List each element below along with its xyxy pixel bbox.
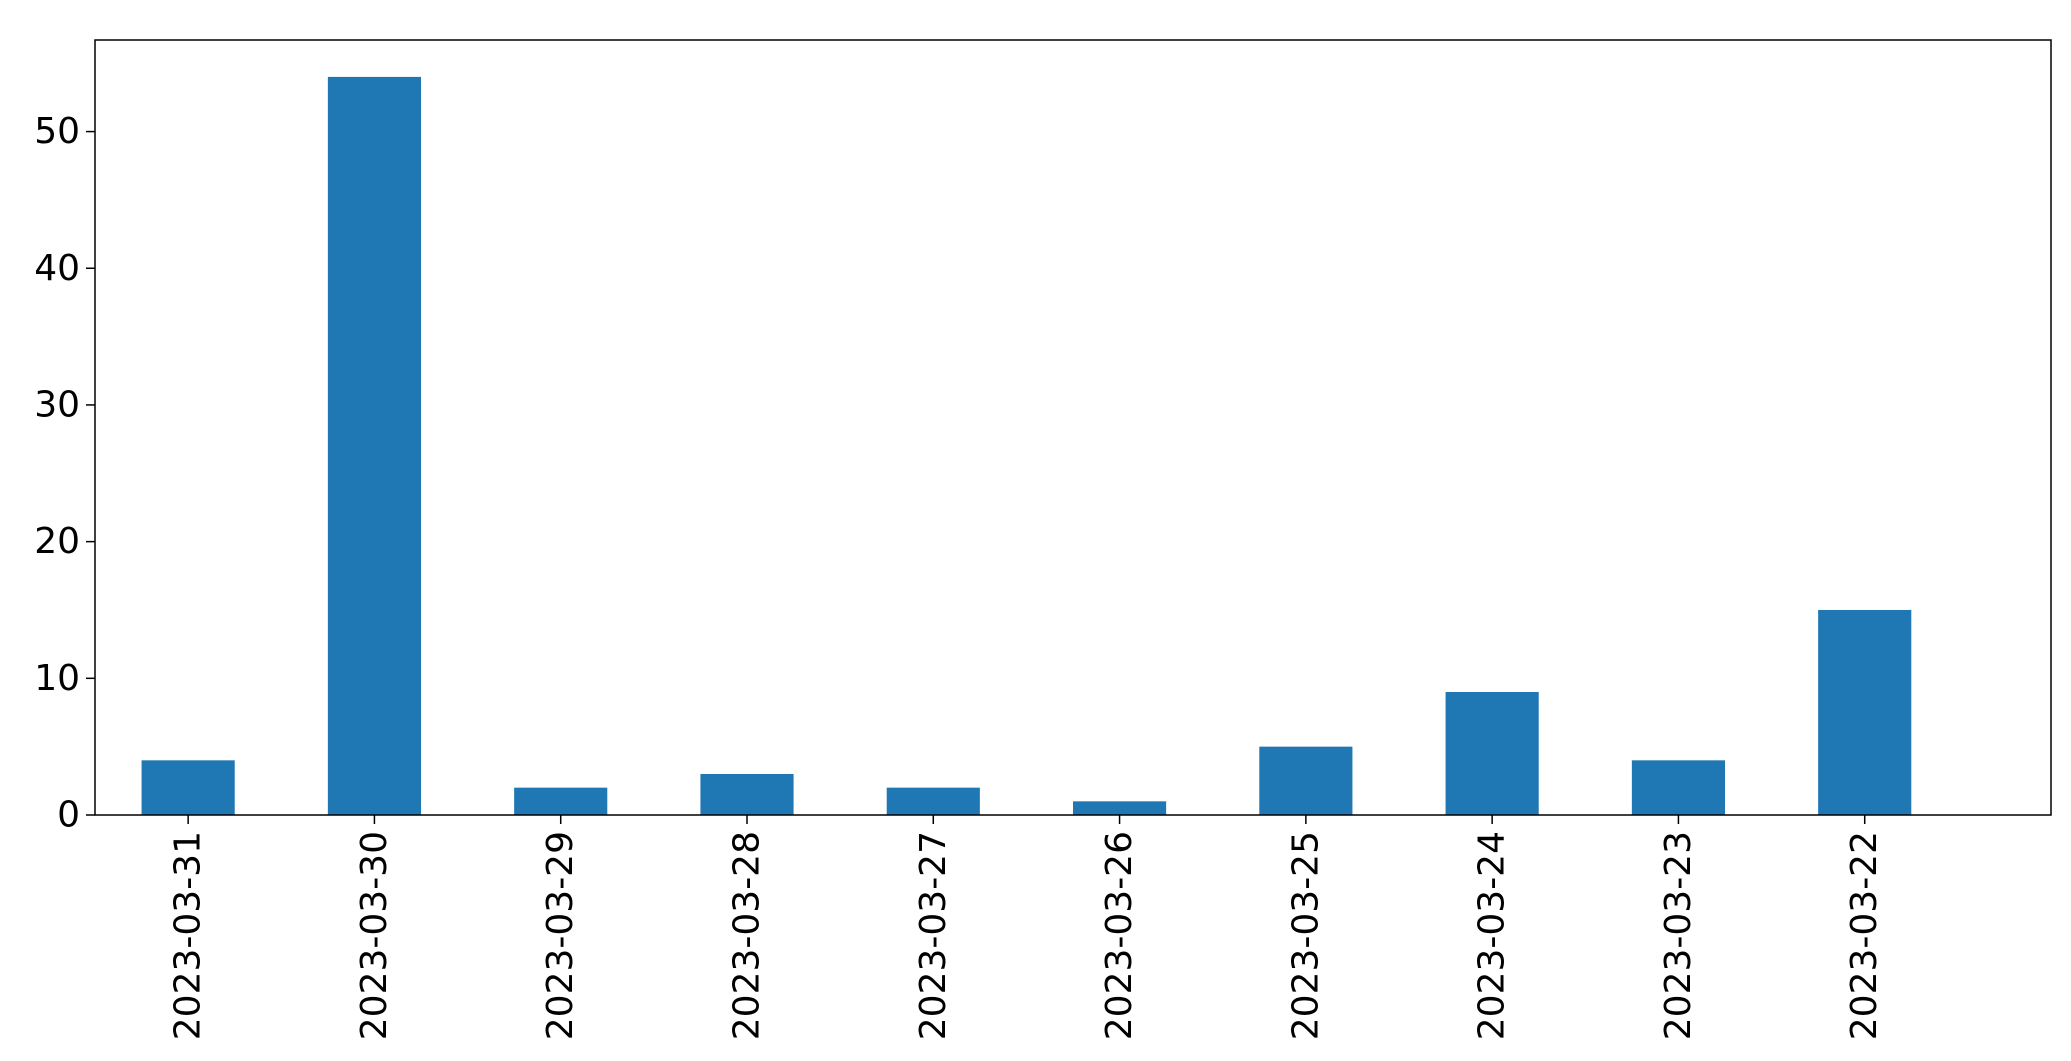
bar-2023-03-25 [1259,746,1353,815]
bar-2023-03-23 [1631,760,1725,815]
plot-frame [94,39,2052,816]
bars-group [141,76,1912,815]
bar-2023-03-27 [886,787,980,815]
bar-2023-03-24 [1445,691,1539,815]
y-tick-label: 40 [34,248,80,289]
y-tick-label: 50 [34,111,80,152]
x-tick-label: 2023-03-25 [1285,831,1326,1040]
x-tick-label: 2023-03-30 [354,831,395,1040]
x-tick-label: 2023-03-26 [1099,831,1140,1040]
x-axis-ticks: 2023-03-31 2023-03-30 2023-03-29 2023-03-28… [168,815,1885,1040]
y-tick-label: 20 [34,521,80,562]
x-tick-label: 2023-03-31 [168,831,209,1040]
x-tick-label: 2023-03-28 [727,831,768,1040]
bar-2023-03-30 [327,76,421,815]
bar-2023-03-31 [141,760,235,815]
bar-2023-03-22 [1818,609,1912,815]
x-tick-label: 2023-03-29 [540,831,581,1040]
bar-2023-03-26 [1073,801,1167,815]
y-axis-ticks: 0 10 20 30 40 50 [34,111,95,836]
y-tick-label: 0 [57,795,80,836]
y-tick-label: 30 [34,384,80,425]
bar-2023-03-29 [514,787,608,815]
bar-2023-03-28 [700,773,794,815]
x-tick-label: 2023-03-27 [913,831,954,1040]
x-tick-label: 2023-03-23 [1658,831,1699,1040]
y-tick-label: 10 [34,658,80,699]
x-tick-label: 2023-03-22 [1844,831,1885,1040]
x-tick-label: 2023-03-24 [1472,831,1513,1040]
